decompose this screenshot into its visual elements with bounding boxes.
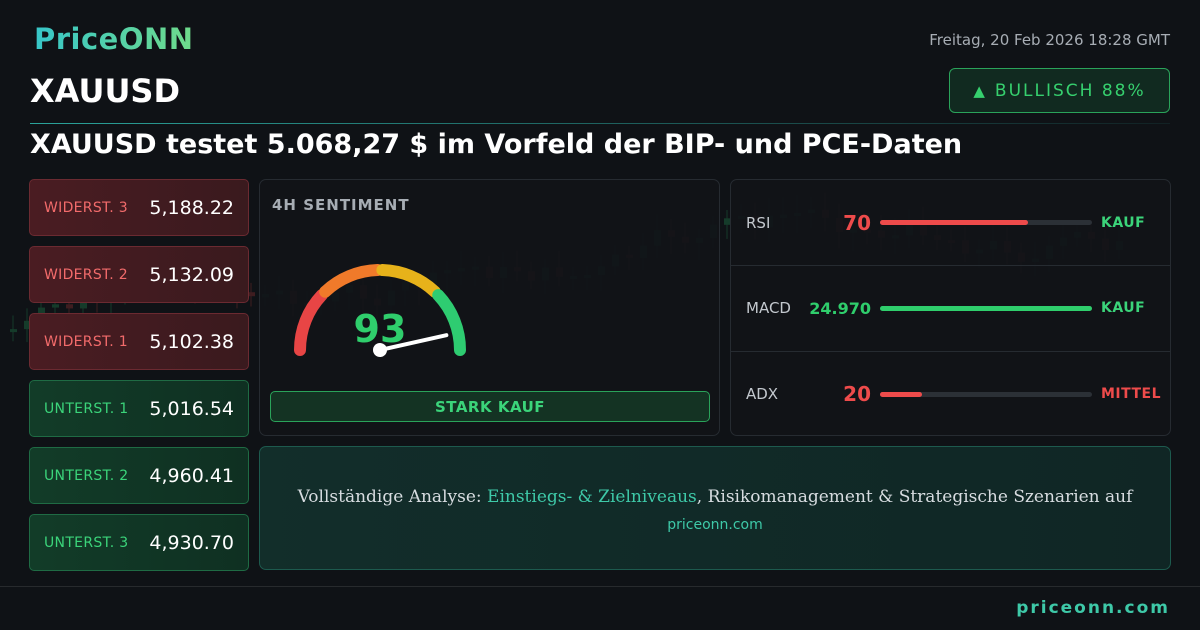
level-value: 5,102.38: [149, 330, 234, 353]
level-value: 5,132.09: [149, 263, 234, 286]
level-resistance-3: WIDERST. 3 5,188.22: [29, 179, 249, 236]
indicator-bar-fill: [880, 391, 923, 397]
indicator-bar-fill: [880, 305, 1092, 311]
cta-link[interactable]: priceonn.com: [667, 517, 763, 533]
level-support-3: UNTERST. 3 4,930.70: [29, 514, 249, 571]
indicator-macd: MACD 24.970 KAUF: [731, 265, 1170, 350]
sentiment-badge: ▲ BULLISCH 88%: [949, 68, 1170, 113]
footer-link[interactable]: priceonn.com: [1016, 598, 1170, 618]
up-triangle-icon: ▲: [973, 81, 985, 100]
gauge-verdict: STARK KAUF: [270, 391, 710, 422]
level-support-1: UNTERST. 1 5,016.54: [29, 380, 249, 437]
indicator-signal: KAUF: [1101, 300, 1146, 316]
cta-suffix: , Risikomanagement & Strategische Szenar…: [696, 487, 1133, 507]
gauge-title: 4H SENTIMENT: [272, 196, 410, 214]
gauge-segment: [432, 289, 466, 356]
level-label: UNTERST. 1: [44, 400, 129, 417]
timestamp: Freitag, 20 Feb 2026 18:28 GMT: [929, 31, 1170, 49]
gauge-needle: [378, 333, 449, 352]
gauge-pivot: [373, 343, 387, 357]
indicator-bar-track: [880, 391, 1092, 397]
level-value: 5,188.22: [149, 196, 234, 219]
indicator-value: 20: [843, 382, 871, 406]
indicator-signal: MITTEL: [1101, 386, 1162, 402]
indicator-bar-track: [880, 220, 1092, 225]
analysis-cta[interactable]: Vollständige Analyse: Einstiegs- & Zieln…: [259, 446, 1171, 570]
level-label: UNTERST. 2: [44, 467, 129, 484]
level-support-2: UNTERST. 2 4,960.41: [29, 447, 249, 504]
indicator-signal: KAUF: [1101, 214, 1146, 231]
indicator-name: MACD: [746, 299, 791, 317]
indicator-value: 70: [843, 210, 871, 235]
level-value: 4,930.70: [149, 531, 234, 554]
headline: XAUUSD testet 5.068,27 $ im Vorfeld der …: [30, 129, 963, 160]
level-label: WIDERST. 2: [44, 266, 128, 283]
level-value: 4,960.41: [149, 464, 234, 487]
sentiment-gauge-card: 4H SENTIMENT 93 STARK KAUF: [259, 179, 720, 436]
indicator-value: 24.970: [809, 298, 871, 318]
gauge-segment: [319, 264, 384, 298]
level-label: UNTERST. 3: [44, 534, 129, 551]
sentiment-gauge: 93: [294, 264, 466, 357]
indicator-name: RSI: [746, 213, 771, 232]
gauge-segment: [294, 289, 328, 356]
indicator-bar-track: [880, 305, 1092, 311]
level-label: WIDERST. 3: [44, 199, 128, 216]
cta-prefix: Vollständige Analyse:: [297, 487, 488, 507]
level-value: 5,016.54: [149, 397, 234, 420]
gauge-segment: [376, 264, 441, 298]
indicator-adx: ADX 20 MITTEL: [731, 351, 1170, 436]
indicator-bar-fill: [880, 220, 1029, 225]
indicators-card: RSI 70 KAUF MACD 24.970 KAUF ADX 20 MITT…: [730, 179, 1171, 436]
indicator-rsi: RSI 70 KAUF: [731, 180, 1170, 265]
header-divider: [30, 123, 1170, 124]
level-resistance-1: WIDERST. 1 5,102.38: [29, 313, 249, 370]
indicator-name: ADX: [746, 385, 779, 403]
levels-list: WIDERST. 3 5,188.22 WIDERST. 2 5,132.09 …: [29, 179, 249, 581]
cta-text: Vollständige Analyse: Einstiegs- & Zieln…: [260, 487, 1170, 507]
level-label: WIDERST. 1: [44, 333, 128, 350]
footer-divider: [0, 586, 1200, 587]
symbol-title: XAUUSD: [30, 72, 181, 110]
brand-logo: PriceONN: [34, 22, 194, 56]
cta-highlight: Einstiegs- & Zielniveaus: [487, 487, 697, 507]
level-resistance-2: WIDERST. 2 5,132.09: [29, 246, 249, 303]
badge-label: BULLISCH 88%: [994, 80, 1146, 101]
